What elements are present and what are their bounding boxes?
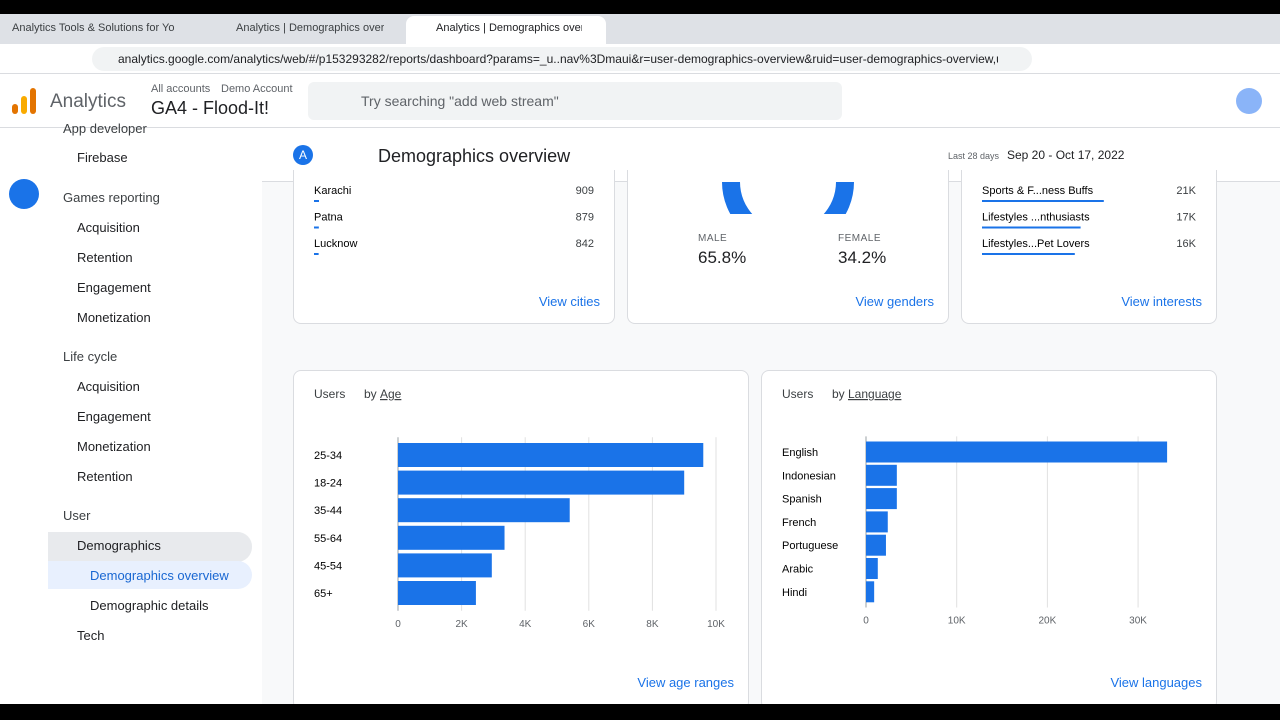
date-prefix: Last 28 days xyxy=(948,151,1000,161)
search[interactable]: Try searching "add web stream" xyxy=(308,82,842,120)
sidebar xyxy=(48,128,262,704)
section[interactable]: Games reporting xyxy=(63,190,160,205)
view-link[interactable]: View languages xyxy=(1110,675,1202,690)
cities-card: View cities xyxy=(293,170,615,324)
tab[interactable]: Analytics | Demographics overvie xyxy=(236,22,384,34)
view-link[interactable]: View interests xyxy=(1121,294,1202,309)
section[interactable]: User xyxy=(63,508,91,523)
nav-item[interactable]: Tech xyxy=(77,628,105,643)
nav-item[interactable]: Retention xyxy=(77,250,133,265)
comparison-chip[interactable]: A xyxy=(293,145,313,165)
section[interactable]: Life cycle xyxy=(63,349,118,364)
language-card: View languages xyxy=(761,370,1217,710)
nav-item[interactable]: Acquisition xyxy=(77,220,140,235)
nav-item[interactable]: Monetization xyxy=(77,310,151,325)
legend-label: MALE xyxy=(698,233,728,244)
account-avatar[interactable] xyxy=(1236,88,1262,114)
age-card: View age ranges xyxy=(293,370,749,710)
gender-value: 34.2% xyxy=(838,248,887,267)
breadcrumb[interactable]: All accounts xyxy=(151,83,211,95)
report-title: Demographics overview xyxy=(378,146,571,166)
nav-item[interactable]: Demographics xyxy=(77,538,161,553)
date-range[interactable]: Sep 20 - Oct 17, 2022 xyxy=(1007,148,1125,162)
nav-item[interactable]: Acquisition xyxy=(77,379,140,394)
property[interactable]: GA4 - Flood-It! xyxy=(151,98,270,118)
genders-card: MALE 65.8% FEMALE 34.2% View genders xyxy=(627,170,949,324)
url: analytics.google.com/analytics/web/#/p15… xyxy=(118,52,998,66)
section[interactable]: App developer xyxy=(63,121,147,136)
breadcrumb[interactable]: Demo Account xyxy=(221,83,293,95)
view-link[interactable]: View genders xyxy=(855,294,934,309)
reports-icon[interactable] xyxy=(9,179,39,209)
nav-item[interactable]: Engagement xyxy=(77,409,151,424)
view-link[interactable]: View age ranges xyxy=(637,675,734,690)
address-row: analytics.google.com/analytics/web/#/p15… xyxy=(0,44,1280,74)
view-link[interactable]: View cities xyxy=(538,294,600,309)
top-bezel xyxy=(0,0,1280,14)
ga-header: Analytics All accounts Demo Account GA4 … xyxy=(0,74,1280,128)
tab-title: Analytics | Demographics overvie xyxy=(436,22,582,34)
omnibox[interactable]: analytics.google.com/analytics/web/#/p15… xyxy=(92,47,1032,71)
nav-item[interactable]: Firebase xyxy=(77,150,128,165)
nav-item[interactable]: Demographics overview xyxy=(90,568,229,583)
bottom-bezel xyxy=(0,704,1280,720)
gender-value: 65.8% xyxy=(698,248,747,267)
logo xyxy=(12,88,36,114)
nav-item[interactable]: Demographic details xyxy=(90,598,209,613)
tab[interactable]: Analytics Tools & Solutions for Yo xyxy=(12,22,175,34)
rail xyxy=(0,128,48,704)
interests-card: View interests xyxy=(961,170,1217,324)
legend-label: FEMALE xyxy=(838,233,882,244)
active-tab[interactable]: Analytics | Demographics overvie xyxy=(406,16,606,44)
nav-item[interactable]: Engagement xyxy=(77,280,151,295)
item-highlight xyxy=(48,532,252,562)
nav-item[interactable]: Monetization xyxy=(77,439,151,454)
nav-item[interactable]: Retention xyxy=(77,469,133,484)
active-item xyxy=(48,561,252,589)
tab-strip: Analytics Tools & Solutions for Yo Analy… xyxy=(0,14,1280,44)
donut xyxy=(722,182,854,214)
search-placeholder: Try searching "add web stream" xyxy=(361,93,559,109)
product-name: Analytics xyxy=(50,91,127,112)
